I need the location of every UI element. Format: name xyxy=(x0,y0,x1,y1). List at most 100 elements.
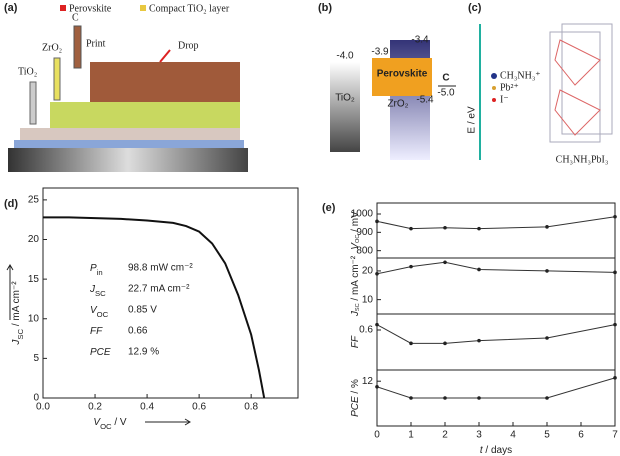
y-tick-label: 1000 xyxy=(351,209,374,220)
axis-label: PCE xyxy=(90,347,111,358)
x-tick-label: 0.0 xyxy=(36,402,50,413)
x-tick-label: 0.6 xyxy=(192,402,206,413)
data-point xyxy=(409,341,413,346)
data-point xyxy=(477,267,481,272)
label-part: OC xyxy=(355,235,361,243)
data-point xyxy=(477,226,481,231)
label-part: SC xyxy=(16,328,25,339)
label: C xyxy=(72,12,79,23)
legend-text: Pb²⁺ xyxy=(500,82,519,93)
x-tick-label: 1 xyxy=(408,430,414,441)
decor-arrow xyxy=(145,418,191,426)
label-part: / mV xyxy=(350,211,361,235)
label-part: PCE xyxy=(350,396,361,417)
legend-text: Compact TiO₂ layer xyxy=(149,3,230,14)
y-tick-label: 0 xyxy=(33,393,39,404)
level: -3.9 xyxy=(371,47,389,58)
data-point xyxy=(375,219,379,224)
axis-label: Pin xyxy=(90,263,103,277)
axis-label: JSC / mA cm⁻² xyxy=(11,281,25,346)
band-label: Perovskite xyxy=(377,69,428,80)
y-tick-label: 800 xyxy=(356,245,373,256)
data-line xyxy=(43,216,266,399)
annotation-value: 12.9 % xyxy=(128,347,159,358)
axis-label: E / eV xyxy=(467,106,478,134)
data-point xyxy=(375,322,379,327)
label: ZrO₂ xyxy=(42,42,62,53)
label-part: / days xyxy=(483,445,512,456)
data-point xyxy=(409,396,413,400)
legend-dot xyxy=(492,98,496,102)
data-point xyxy=(613,214,617,219)
x-tick-label: 0 xyxy=(374,430,380,441)
level: -5.4 xyxy=(416,95,434,106)
nozzle xyxy=(73,25,82,69)
axis-label: VOC / V xyxy=(93,417,127,431)
x-tick-label: 0.8 xyxy=(244,402,258,413)
band-label: C xyxy=(442,73,449,84)
data-point xyxy=(443,260,447,265)
panel-label: (a) xyxy=(4,2,18,14)
data-line xyxy=(376,261,616,275)
panel-c: (c) E / eV CH₃NH₃⁺ Pb²⁺ I⁻ CH₃NH₃PbI₃ xyxy=(467,2,613,165)
data-line xyxy=(376,377,616,399)
y-tick-label: 10 xyxy=(362,294,374,305)
label-part: / mA cm⁻² xyxy=(11,281,22,329)
level: -4.0 xyxy=(336,51,354,62)
label-part: P xyxy=(90,263,97,274)
tio2-layer xyxy=(20,128,240,140)
label: TiO₂ xyxy=(18,66,37,77)
legend-text: I⁻ xyxy=(500,94,509,105)
data-point xyxy=(613,270,617,275)
panel-b: (b) -4.0 TiO₂ Perovskite -3.9 -3.4 ZrO₂ … xyxy=(318,2,456,160)
legend-text: Perovskite xyxy=(69,3,112,14)
nozzle xyxy=(29,81,37,125)
data-line xyxy=(376,324,616,344)
band-label: ZrO₂ xyxy=(387,99,408,110)
data-point xyxy=(477,338,481,343)
x-tick-label: 6 xyxy=(578,430,584,441)
y-tick-label: 10 xyxy=(28,313,40,324)
plot-frame xyxy=(376,202,616,259)
axis-label: PCE / % xyxy=(350,379,361,417)
y-tick-label: 0.6 xyxy=(359,325,373,336)
y-tick-label: 20 xyxy=(362,266,374,277)
annotation-value: 98.8 mW cm⁻² xyxy=(128,263,193,274)
label-part: OC xyxy=(100,422,112,431)
label-part: t xyxy=(480,445,484,456)
y-tick-label: 15 xyxy=(28,274,40,285)
data-point xyxy=(613,322,617,327)
x-tick-label: 5 xyxy=(544,430,550,441)
label-part: V xyxy=(93,417,101,428)
y-tick-label: 900 xyxy=(356,227,373,238)
data-point xyxy=(545,336,549,340)
label-part: OC xyxy=(97,310,109,319)
label-part: SC xyxy=(95,289,106,298)
label: Print xyxy=(86,38,106,49)
label-part: V xyxy=(350,242,361,250)
data-point xyxy=(443,396,447,400)
data-point xyxy=(375,271,379,276)
axis-label: JSC / mA cm⁻² xyxy=(350,255,362,317)
perovskite-band xyxy=(372,58,432,96)
panel-label: (b) xyxy=(318,2,332,14)
drop-arrow xyxy=(159,49,171,63)
label-part: J xyxy=(350,310,361,317)
data-point xyxy=(613,376,617,380)
axis-label: VOC xyxy=(90,305,109,319)
legend-swatch xyxy=(60,5,66,11)
decor-arrow xyxy=(6,264,14,320)
label-part: SC xyxy=(355,303,361,311)
label-part: FF xyxy=(90,326,103,337)
label-part: PCE xyxy=(90,347,111,358)
nozzle xyxy=(53,57,61,101)
axis-label: FF xyxy=(350,335,361,348)
legend-dot xyxy=(492,86,496,90)
panel-label: (c) xyxy=(468,2,482,14)
legend-swatch xyxy=(140,5,146,11)
x-tick-label: 4 xyxy=(510,430,516,441)
y-tick-label: 5 xyxy=(33,353,39,364)
data-point xyxy=(443,341,447,346)
annotation-value: 22.7 mA cm⁻² xyxy=(128,284,190,295)
